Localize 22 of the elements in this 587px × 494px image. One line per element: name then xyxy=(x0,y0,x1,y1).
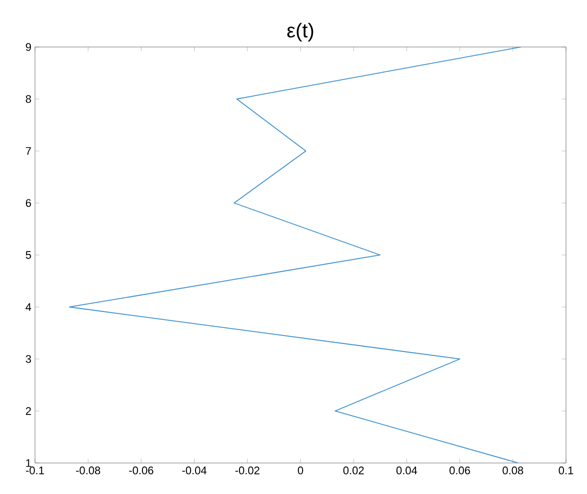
y-tick-label: 2 xyxy=(26,407,31,415)
x-tick-label: -0.04 xyxy=(182,466,207,474)
y-tick-label: 3 xyxy=(26,355,31,363)
y-tick-label: 4 xyxy=(26,303,32,311)
x-tick-label: 0.06 xyxy=(450,466,470,474)
y-tick-label: 5 xyxy=(26,251,31,259)
y-tick-label: 1 xyxy=(26,459,31,467)
x-tick-label: 0.08 xyxy=(502,466,524,474)
x-tick-label: -0.08 xyxy=(76,466,100,474)
line-series xyxy=(69,47,522,463)
x-tick-label: 0.04 xyxy=(396,466,418,474)
x-tick-label: 0.1 xyxy=(558,466,574,474)
chart-title: ε(t) xyxy=(287,22,314,42)
x-tick-label: -0.06 xyxy=(129,466,154,474)
y-tick-label: 8 xyxy=(26,95,31,103)
y-tick-label: 6 xyxy=(26,199,31,207)
y-tick-label: 9 xyxy=(26,43,31,51)
x-tick-label: -0.1 xyxy=(26,466,44,474)
y-tick-label: 7 xyxy=(26,147,31,155)
x-tick-label: 0 xyxy=(298,466,304,474)
x-tick-label: -0.02 xyxy=(235,466,260,474)
x-tick-label: 0.02 xyxy=(343,466,364,474)
